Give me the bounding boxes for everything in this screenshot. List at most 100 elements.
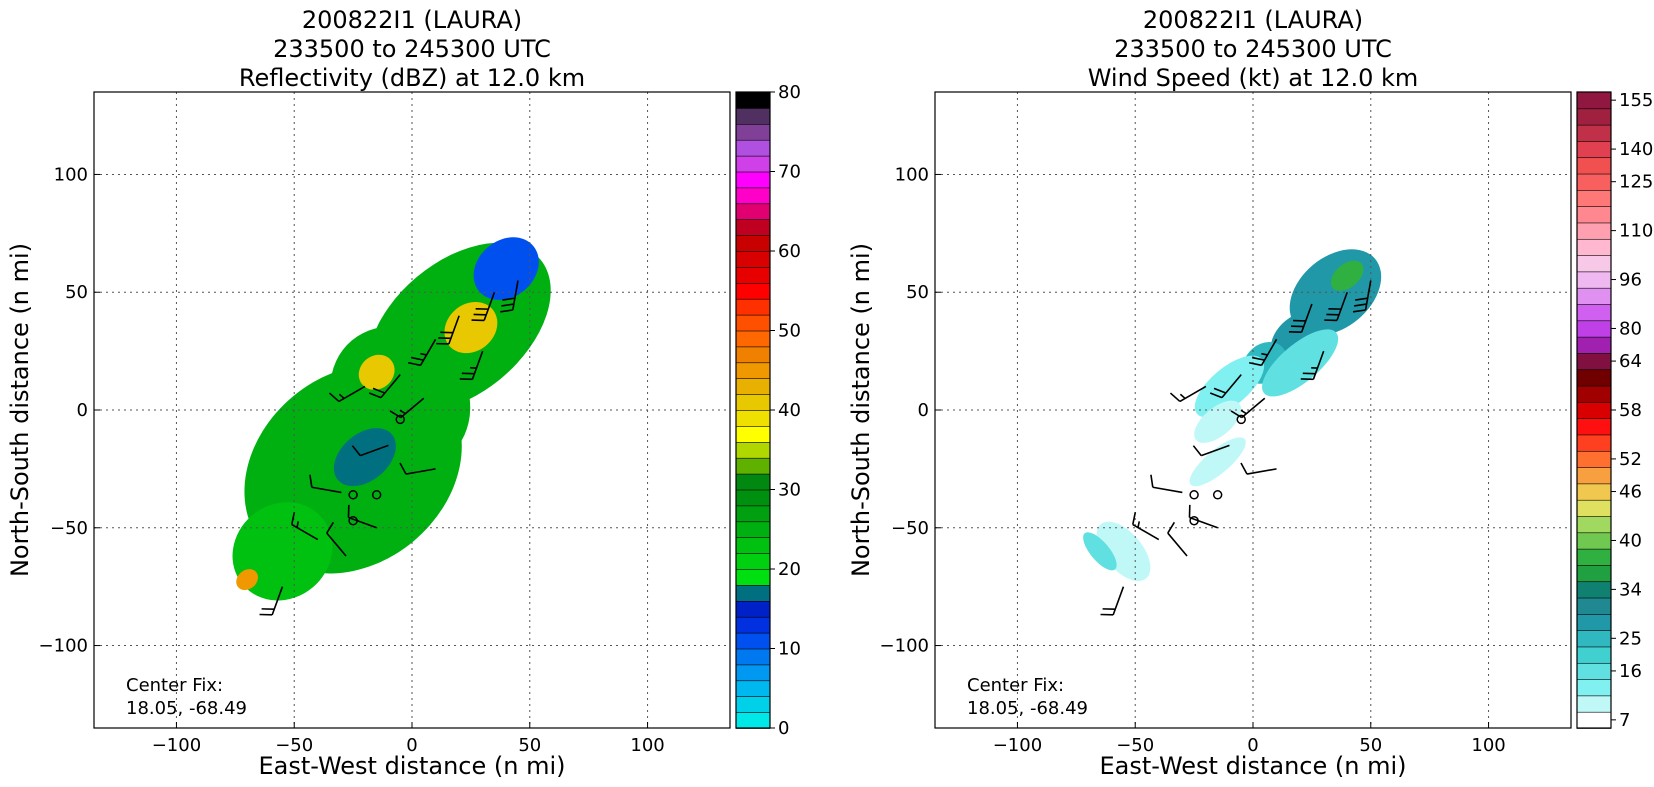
colorbar-swatch (735, 346, 771, 364)
colorbar-swatch (735, 457, 771, 475)
colorbar-swatch (735, 298, 771, 316)
colorbar-swatch (1576, 303, 1612, 322)
calm-wind-circle (1212, 490, 1223, 500)
panel2-wind-barbs (1100, 280, 1372, 616)
panel2-grid (935, 92, 1571, 728)
colorbar-swatch (1576, 352, 1612, 371)
colorbar-swatch (1576, 271, 1612, 289)
wind-barb (1192, 444, 1230, 457)
x-tick-label: 100 (1471, 735, 1505, 756)
colorbar-swatch (1576, 711, 1612, 729)
calm-wind-circle (395, 414, 405, 425)
colorbar-swatch (1576, 173, 1612, 191)
x-tick-label: 100 (630, 735, 664, 756)
panel2-y-axis-label: North-South distance (n mi) (847, 243, 875, 577)
y-tick-label: 50 (65, 282, 88, 303)
field-patch (358, 354, 395, 390)
panel2-x-axis-label: East-West distance (n mi) (1099, 752, 1406, 780)
y-tick-label: 0 (77, 400, 88, 421)
colorbar-swatch (735, 679, 771, 697)
y-tick-label: −50 (50, 518, 88, 539)
colorbar-tick-label: 40 (1619, 530, 1642, 551)
field-patch (1194, 400, 1242, 443)
colorbar-tick-label: 25 (1619, 628, 1642, 649)
colorbar-tick-label: 30 (778, 480, 801, 501)
field-patch (1194, 355, 1265, 418)
colorbar-swatch (1576, 597, 1612, 615)
colorbar-swatch (735, 552, 771, 570)
colorbar-swatch (1576, 385, 1612, 403)
colorbar-swatch (735, 139, 771, 157)
colorbar-swatch (1576, 140, 1612, 159)
colorbar-swatch (735, 473, 771, 491)
colorbar-tick-label: 60 (778, 241, 801, 262)
y-tick-label: 0 (918, 400, 929, 421)
y-tick-label: 100 (54, 164, 88, 185)
colorbar-swatch (735, 361, 771, 379)
colorbar-swatch (1576, 613, 1612, 631)
colorbar-tick-label: 70 (778, 162, 801, 183)
colorbar-swatch (1576, 434, 1612, 452)
x-tick-label: 0 (406, 735, 417, 756)
colorbar-swatch (735, 520, 771, 538)
panel2-axis-ticks: −100 −50 0 50 100 −100 −50 0 50 100 (880, 164, 1506, 756)
colorbar-tick-label: 40 (778, 400, 801, 421)
panel1-center-fix-value: 18.05, -68.49 (126, 698, 247, 719)
panel1-title-line3: Reflectivity (dBZ) at 12.0 km (239, 64, 585, 92)
colorbar-swatch (735, 234, 771, 252)
colorbar-swatch (735, 282, 771, 300)
colorbar-swatch (1576, 483, 1612, 501)
wind-barb (347, 504, 377, 529)
panel1-grid (94, 92, 730, 728)
panel1-title-line2: 233500 to 245300 UTC (273, 35, 551, 63)
colorbar-tick-label: 96 (1619, 270, 1642, 291)
colorbar-swatch (735, 393, 771, 411)
colorbar-swatch (735, 568, 771, 586)
colorbar-swatch (1576, 548, 1612, 566)
wind-barb (1352, 280, 1372, 313)
colorbar-tick-label: 34 (1619, 579, 1642, 600)
y-tick-label: −100 (39, 636, 88, 657)
panel1-title-line1: 200822I1 (LAURA) (302, 6, 522, 34)
field-patch (1262, 329, 1339, 397)
panel2-title-line3: Wind Speed (kt) at 12.0 km (1088, 64, 1419, 92)
colorbar-swatch (735, 489, 771, 507)
colorbar-swatch (1576, 368, 1612, 387)
colorbar-swatch (1576, 499, 1612, 517)
panel1-x-axis-label: East-West distance (n mi) (258, 752, 565, 780)
colorbar-swatch (1576, 254, 1612, 273)
wind-barb (408, 338, 437, 367)
wind-barb (291, 512, 319, 541)
wind-barb (259, 586, 284, 616)
colorbar-swatch (735, 155, 771, 173)
colorbar-swatch (1576, 108, 1612, 126)
reflectivity-colorbar: 0 10 20 30 40 50 60 70 80 (735, 82, 801, 739)
colorbar-swatch (1576, 629, 1612, 648)
colorbar-tick-label: 155 (1619, 90, 1653, 111)
colorbar-tick-label: 80 (778, 82, 801, 103)
colorbar-swatch (1576, 124, 1612, 142)
wind-barb (1300, 350, 1325, 381)
colorbar-tick-label: 80 (1619, 318, 1642, 339)
colorbar-swatch (1576, 695, 1612, 713)
x-tick-label: 0 (1247, 735, 1258, 756)
colorbar-swatch (735, 711, 771, 729)
colorbar-swatch (735, 123, 771, 141)
calm-wind-circle (348, 490, 358, 500)
wind-barb (1324, 291, 1348, 322)
colorbar-tick-label: 20 (778, 559, 801, 580)
wind-barb (1209, 374, 1242, 399)
wind-barb (1188, 504, 1218, 529)
colorbar-swatch (735, 171, 771, 189)
reflectivity-field (232, 237, 551, 601)
colorbar-swatch (1576, 336, 1612, 354)
colorbar-swatch (1576, 238, 1612, 256)
wind-barb (471, 291, 496, 322)
x-tick-label: −100 (152, 735, 201, 756)
panel2-title-line2: 233500 to 245300 UTC (1114, 35, 1392, 63)
colorbar-swatch (1576, 515, 1612, 534)
colorbar-swatch (735, 91, 771, 109)
wind-barb (326, 521, 347, 557)
wind-barb (399, 462, 436, 475)
colorbar-swatch (1576, 287, 1612, 305)
